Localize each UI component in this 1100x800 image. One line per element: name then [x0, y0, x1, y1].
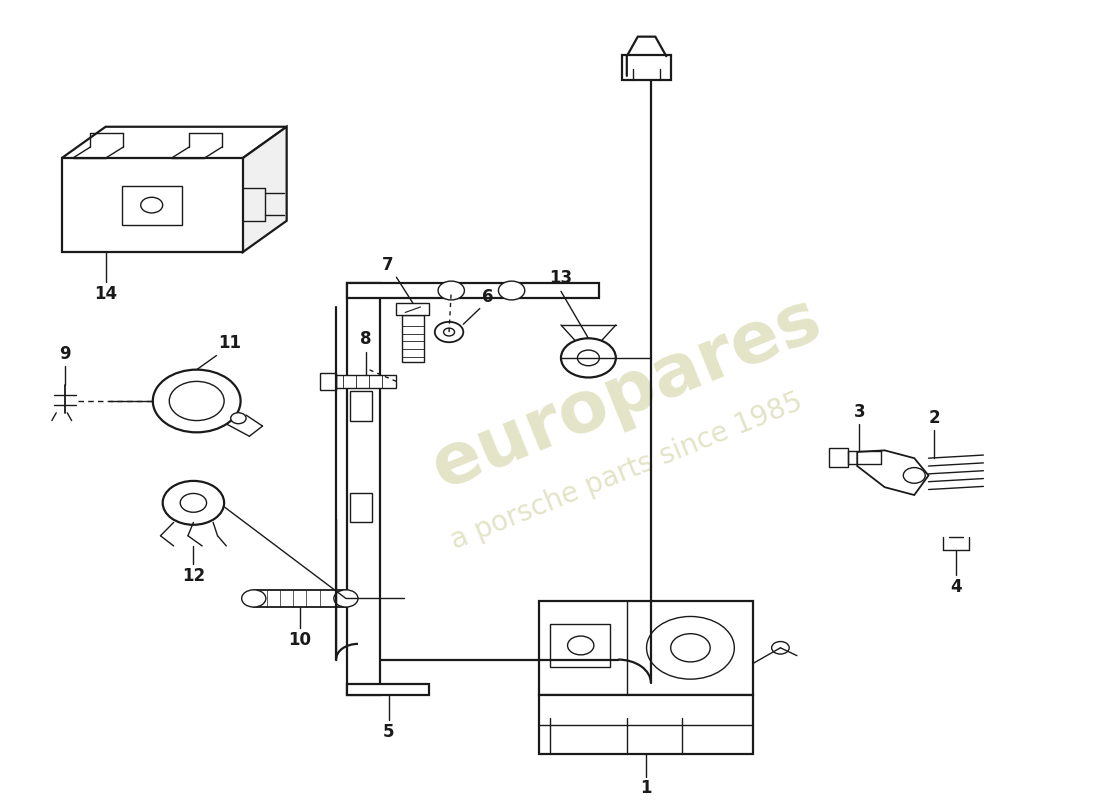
- Circle shape: [180, 494, 207, 512]
- Text: 2: 2: [928, 409, 939, 427]
- Text: 10: 10: [288, 631, 311, 650]
- Circle shape: [671, 634, 711, 662]
- Text: a porsche parts since 1985: a porsche parts since 1985: [447, 388, 807, 555]
- Bar: [350, 391, 372, 421]
- Circle shape: [647, 617, 735, 679]
- Bar: [552, 695, 585, 717]
- Bar: [396, 303, 429, 315]
- Text: 8: 8: [361, 330, 372, 349]
- Text: 4: 4: [950, 578, 961, 596]
- Text: europares: europares: [422, 284, 832, 502]
- Text: 6: 6: [482, 288, 494, 306]
- Bar: [320, 373, 336, 390]
- Circle shape: [231, 413, 246, 424]
- Circle shape: [568, 636, 594, 655]
- Bar: [539, 695, 754, 754]
- Circle shape: [903, 467, 925, 483]
- Bar: [623, 54, 671, 80]
- Bar: [336, 375, 396, 388]
- Circle shape: [153, 370, 241, 432]
- Text: 5: 5: [383, 723, 395, 741]
- Bar: [402, 315, 424, 362]
- Polygon shape: [243, 126, 287, 252]
- Bar: [346, 283, 600, 298]
- Circle shape: [771, 642, 789, 654]
- Text: 1: 1: [640, 779, 652, 798]
- Circle shape: [438, 281, 464, 300]
- Bar: [539, 601, 754, 695]
- Circle shape: [561, 338, 616, 378]
- Polygon shape: [857, 450, 928, 495]
- Bar: [350, 493, 372, 522]
- Circle shape: [443, 328, 454, 336]
- Text: 14: 14: [95, 285, 118, 303]
- Circle shape: [163, 481, 224, 525]
- Text: 3: 3: [854, 403, 866, 422]
- Bar: [254, 590, 345, 607]
- Circle shape: [333, 590, 358, 607]
- Circle shape: [578, 350, 600, 366]
- Bar: [346, 684, 429, 695]
- Bar: [828, 448, 848, 467]
- Bar: [550, 624, 610, 667]
- Circle shape: [498, 281, 525, 300]
- Bar: [62, 158, 243, 252]
- Circle shape: [141, 198, 163, 213]
- Text: 7: 7: [382, 256, 393, 274]
- Text: 9: 9: [59, 346, 70, 363]
- Circle shape: [434, 322, 463, 342]
- Text: 11: 11: [219, 334, 242, 353]
- Polygon shape: [62, 126, 287, 158]
- Bar: [122, 186, 183, 225]
- Circle shape: [242, 590, 266, 607]
- Circle shape: [169, 382, 224, 421]
- Bar: [346, 283, 380, 695]
- Text: 12: 12: [182, 567, 205, 585]
- Text: 13: 13: [549, 270, 572, 287]
